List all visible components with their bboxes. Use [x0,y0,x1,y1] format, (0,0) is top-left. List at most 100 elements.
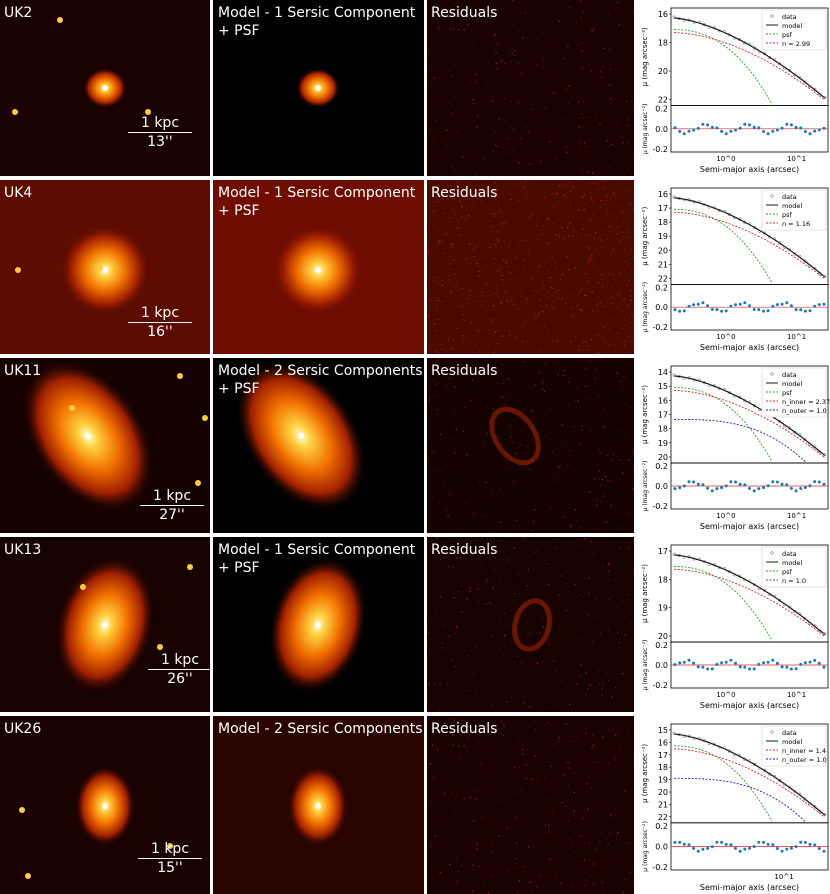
residual-point [738,665,742,669]
residual-panel: Residuals [427,358,634,533]
model-panel: Model - 1 Sersic Component + PSF [213,0,424,176]
residual-point [706,486,710,490]
residual-point [808,484,812,488]
scale-bar: 1 kpc 13'' [128,115,192,150]
residual-tick-label: 0.2 [655,641,668,650]
model-subtitle: + PSF [218,203,260,219]
residual-axis-label: μ (mag arcsec⁻²) [642,282,649,333]
residual-point [752,845,756,849]
y-axis-label: μ (mag arcsec⁻²) [641,385,649,444]
data-point [722,746,726,750]
data-point [717,566,721,570]
data-point [798,75,802,79]
data-point [717,208,721,213]
data-point [763,231,767,235]
data-point [672,731,676,735]
residual-point [799,308,803,312]
residual-point [692,846,696,850]
data-point [808,264,812,268]
data-point [778,241,782,245]
y-tick-label: 22 [658,813,668,822]
residual-point [808,842,812,846]
residual-image [427,537,634,712]
y-axis-label: μ (mag arcsec⁻²) [641,206,649,265]
data-point [813,266,817,271]
residual-tick-label: -0.2 [652,145,668,154]
residual-point [808,132,812,136]
data-point [682,555,686,559]
model-label: Model - 1 Sersic Component + PSF [218,541,415,577]
residual-point [813,843,817,847]
data-point [803,259,807,263]
residual-point [771,129,775,133]
legend-entry: psf [782,389,793,397]
residual-point [710,489,714,493]
residual-point [752,489,756,493]
residual-point [701,847,705,851]
residual-point [757,840,761,844]
residual-point [710,307,714,311]
model-subtitle: + PSF [218,23,260,39]
data-point [727,391,731,395]
residual-label: Residuals [431,5,498,21]
residual-point [682,842,686,846]
data-point [732,573,736,577]
data-point [672,15,676,19]
residual-point [817,303,821,307]
data-point [793,73,797,77]
residual-point [766,484,770,488]
x-tick-label: 10^1 [774,873,793,881]
data-point [692,736,696,740]
model-image [213,537,424,712]
data-point [793,252,797,256]
data-point [808,85,812,89]
data-point [783,66,787,70]
model-subtitle: + PSF [218,381,260,397]
data-point [808,442,812,446]
residual-point [748,304,751,308]
scale-arcsec: 26'' [167,671,193,687]
residual-point [822,482,826,486]
scale-arcsec: 15'' [157,860,183,876]
galaxy-panel: UK2 1 kpc 13'' [0,0,210,176]
data-point [742,757,747,761]
data-point [682,18,686,22]
data-point [712,384,716,388]
residual-point [803,309,807,313]
residual-point [738,482,742,486]
data-point [697,378,701,382]
data-point [692,378,696,382]
y-tick-label: 16 [658,190,668,199]
data-point [788,248,792,252]
legend-entry: model [782,380,802,388]
residual-tick-label: 0.0 [655,303,668,312]
data-point [722,209,726,214]
legend-entry: n_outer = 1.0 [782,407,827,415]
residual-point [682,660,686,664]
residual-point [757,126,761,130]
data-point [818,629,822,633]
residual-point [757,487,761,491]
residual-point [775,303,779,307]
legend-entry: n = 1.0 [782,577,806,585]
data-point [712,563,716,567]
residual-point [682,309,686,313]
data-point [742,578,747,582]
residual-tick-label: 0.0 [655,482,668,491]
data-point [707,741,711,746]
data-point [697,557,701,561]
residual-point [710,845,714,849]
data-point [702,23,706,27]
y-axis-label: μ (mag arcsec⁻²) [641,564,649,623]
residual-tick-label: 0.0 [655,661,668,670]
y-tick-label: 21 [658,260,668,269]
residual-point [678,129,682,133]
residual-point [701,301,705,305]
residual-point [743,301,747,305]
data-point [788,785,792,789]
data-point [677,553,681,557]
model-subtitle: + PSF [218,560,260,576]
residual-point [757,662,761,666]
scale-bar: 1 kpc 27'' [140,488,204,523]
data-point [697,200,701,204]
